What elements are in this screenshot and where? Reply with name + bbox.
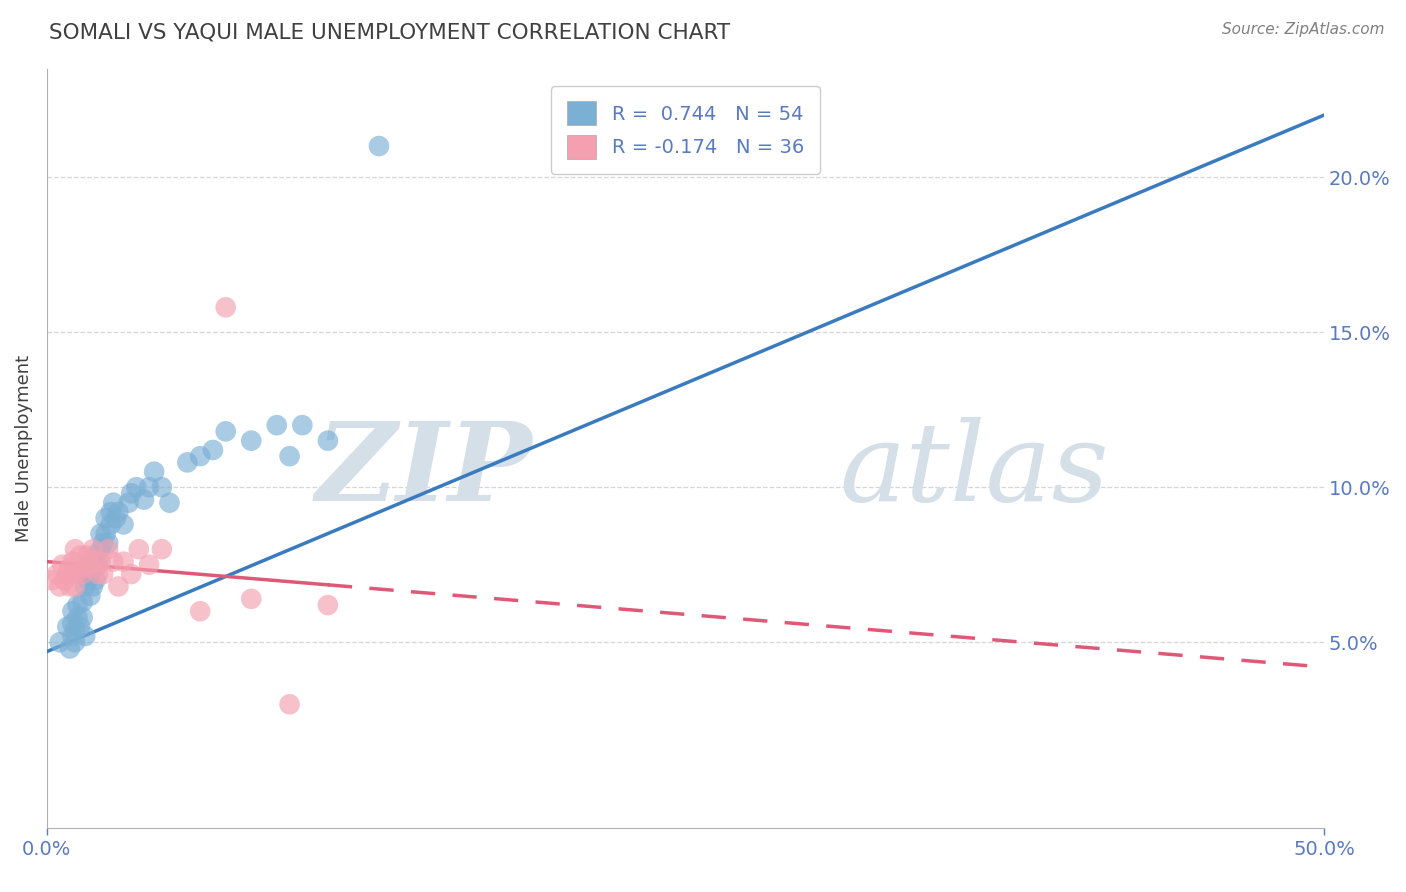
Point: [97, 536, 120, 550]
Legend: R =  0.744   N = 54, R = -0.174   N = 36: R = 0.744 N = 54, R = -0.174 N = 36: [551, 86, 820, 174]
Point: [72, 610, 94, 624]
Point: [59, 579, 82, 593]
Point: [66, 610, 89, 624]
Point: [117, 496, 139, 510]
Point: [62, 616, 84, 631]
Text: Source: ZipAtlas.com: Source: ZipAtlas.com: [1222, 22, 1385, 37]
Point: [82, 558, 104, 572]
Point: [112, 517, 135, 532]
Point: [316, 598, 339, 612]
Point: [56, 567, 79, 582]
Point: [84, 549, 107, 563]
Point: [266, 418, 288, 433]
Point: [76, 549, 98, 563]
Point: [176, 455, 198, 469]
Point: [63, 635, 86, 649]
Point: [91, 536, 114, 550]
Point: [120, 567, 142, 582]
Point: [75, 629, 97, 643]
Point: [48, 635, 70, 649]
Text: atlas: atlas: [839, 417, 1108, 525]
Point: [79, 589, 101, 603]
Point: [82, 542, 104, 557]
Point: [103, 555, 125, 569]
Point: [215, 301, 238, 315]
Point: [63, 623, 86, 637]
Point: [100, 505, 122, 519]
Point: [87, 558, 110, 572]
Point: [100, 517, 122, 532]
Point: [159, 496, 181, 510]
Point: [125, 480, 148, 494]
Point: [75, 561, 97, 575]
Point: [97, 542, 120, 557]
Point: [143, 465, 166, 479]
Y-axis label: Male Unemployment: Male Unemployment: [15, 355, 32, 542]
Point: [62, 555, 84, 569]
Point: [138, 558, 160, 572]
Point: [201, 442, 224, 457]
Point: [41, 573, 63, 587]
Point: [128, 542, 150, 557]
Point: [72, 595, 94, 609]
Point: [150, 542, 173, 557]
Point: [278, 449, 301, 463]
Point: [53, 573, 76, 587]
Point: [215, 425, 238, 439]
Point: [84, 573, 107, 587]
Point: [46, 567, 69, 582]
Point: [62, 629, 84, 643]
Point: [63, 579, 86, 593]
Point: [62, 567, 84, 582]
Point: [94, 526, 117, 541]
Point: [59, 641, 82, 656]
Point: [368, 139, 391, 153]
Point: [112, 555, 135, 569]
Point: [63, 542, 86, 557]
Text: SOMALI VS YAQUI MALE UNEMPLOYMENT CORRELATION CHART: SOMALI VS YAQUI MALE UNEMPLOYMENT CORREL…: [49, 22, 730, 42]
Point: [107, 505, 129, 519]
Point: [316, 434, 339, 448]
Point: [79, 558, 101, 572]
Point: [90, 526, 112, 541]
Point: [76, 573, 98, 587]
Point: [90, 555, 112, 569]
Point: [48, 579, 70, 593]
Point: [87, 567, 110, 582]
Point: [76, 558, 98, 572]
Point: [90, 542, 112, 557]
Point: [188, 449, 211, 463]
Point: [291, 418, 314, 433]
Point: [82, 579, 104, 593]
Point: [103, 496, 125, 510]
Point: [120, 486, 142, 500]
Point: [104, 511, 127, 525]
Point: [62, 604, 84, 618]
Point: [69, 620, 91, 634]
Point: [84, 555, 107, 569]
Point: [188, 604, 211, 618]
Point: [72, 567, 94, 582]
Point: [138, 480, 160, 494]
Point: [132, 492, 155, 507]
Point: [69, 549, 91, 563]
Point: [278, 698, 301, 712]
Point: [94, 511, 117, 525]
Point: [75, 579, 97, 593]
Point: [66, 564, 89, 578]
Text: ZIP: ZIP: [315, 417, 533, 525]
Point: [79, 567, 101, 582]
Point: [59, 561, 82, 575]
Point: [91, 567, 114, 582]
Point: [150, 480, 173, 494]
Point: [107, 579, 129, 593]
Point: [56, 620, 79, 634]
Point: [240, 591, 263, 606]
Point: [240, 434, 263, 448]
Point: [51, 558, 73, 572]
Point: [66, 598, 89, 612]
